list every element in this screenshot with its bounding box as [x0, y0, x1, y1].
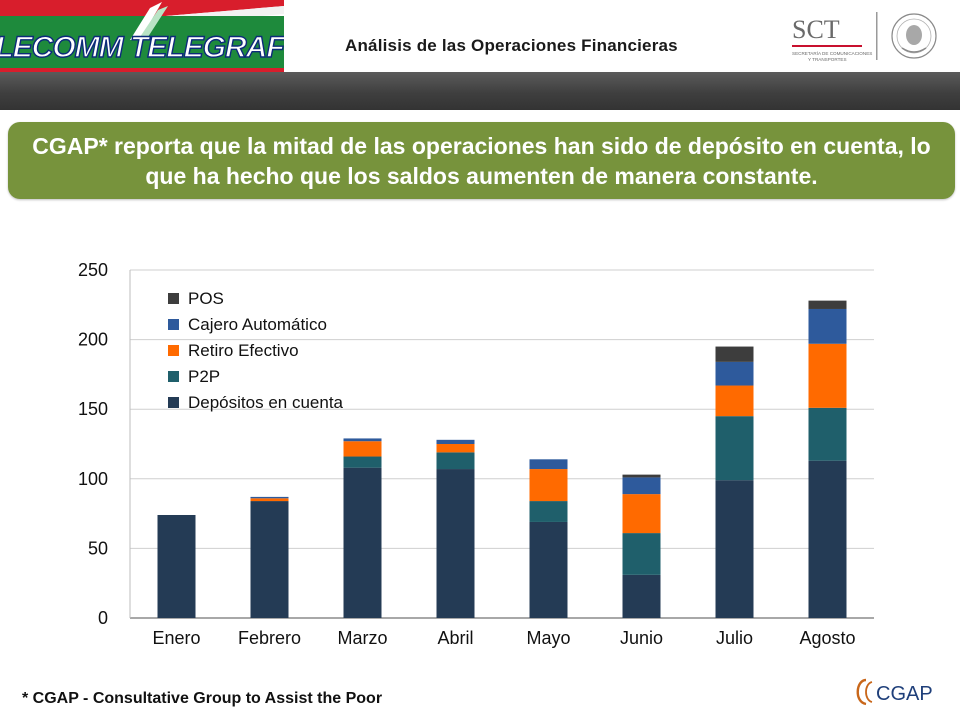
bar-segment	[529, 501, 568, 522]
bar-segment	[436, 452, 475, 470]
tick-labels: 0 50 100 150 200 250 Enero Febrero Marzo Abril May…	[78, 260, 856, 648]
legend-swatch	[168, 319, 179, 330]
bar-segment	[157, 514, 196, 618]
bar-segment	[622, 574, 661, 618]
bar-segment	[715, 361, 754, 386]
bar-segment	[622, 533, 661, 575]
bar-segment	[529, 521, 568, 618]
bar-segment	[436, 439, 475, 444]
y-tick-label: 50	[88, 538, 108, 558]
bar-segment	[808, 300, 847, 309]
bar-segment	[622, 477, 661, 495]
bar-segment	[808, 407, 847, 461]
cgap-logo: CGAP	[856, 678, 933, 706]
bar-segment	[808, 460, 847, 618]
x-tick-label: Enero	[152, 628, 200, 648]
legend-label: Retiro Efectivo	[188, 341, 299, 360]
y-tick-label: 150	[78, 399, 108, 419]
bar-segment	[250, 501, 289, 618]
bar-segment	[529, 469, 568, 502]
bar-segment	[715, 346, 754, 362]
bar-segment	[436, 469, 475, 618]
svg-text:CGAP: CGAP	[876, 683, 933, 705]
legend: POS Cajero Automático Retiro Efectivo P2P De…	[168, 289, 344, 412]
x-tick-label: Marzo	[337, 628, 387, 648]
bar-segment	[715, 480, 754, 618]
bar-segment	[343, 456, 382, 468]
x-tick-label: Julio	[716, 628, 753, 648]
x-tick-label: Febrero	[238, 628, 301, 648]
telecomm-telegrafos-logo: TELECOMM TELEGRAFOS	[0, 0, 284, 72]
legend-label: POS	[188, 289, 224, 308]
bar-segment	[250, 496, 289, 499]
x-tick-label: Junio	[620, 628, 663, 648]
legend-label: P2P	[188, 367, 220, 386]
svg-text:TELECOMM TELEGRAFOS: TELECOMM TELEGRAFOS	[0, 31, 284, 64]
legend-swatch	[168, 345, 179, 356]
bar-segment	[436, 444, 475, 453]
y-tick-label: 0	[98, 608, 108, 628]
footnote: * CGAP - Consultative Group to Assist th…	[22, 690, 383, 707]
bar-segment	[529, 459, 568, 470]
legend-label: Cajero Automático	[188, 315, 327, 334]
y-tick-label: 250	[78, 260, 108, 280]
bar-segment	[343, 438, 382, 442]
svg-text:SECRETARÍA DE COMUNICACIONES: SECRETARÍA DE COMUNICACIONES	[792, 50, 872, 56]
headline-text: CGAP* reporta que la mitad de las operac…	[32, 132, 931, 189]
stacked-bar-chart: 0 50 100 150 200 250 Enero Febrero Marzo Abril May…	[78, 260, 874, 648]
legend-swatch	[168, 293, 179, 304]
svg-text:SCT: SCT	[792, 15, 840, 44]
y-tick-label: 100	[78, 469, 108, 489]
legend-swatch	[168, 397, 179, 408]
bar-segment	[622, 494, 661, 534]
bar-segment	[343, 467, 382, 618]
bar-segment	[715, 385, 754, 417]
legend-swatch	[168, 371, 179, 382]
bars	[157, 300, 847, 618]
headline-banner: CGAP* reporta que la mitad de las operac…	[8, 122, 955, 199]
bar-segment	[343, 441, 382, 457]
bar-segment	[715, 416, 754, 481]
bar-segment	[622, 474, 661, 478]
legend-label: Depósitos en cuenta	[188, 393, 344, 412]
bar-segment	[808, 343, 847, 408]
x-tick-label: Mayo	[526, 628, 570, 648]
svg-text:Y TRANSPORTES: Y TRANSPORTES	[808, 57, 847, 62]
bar-segment	[808, 308, 847, 344]
header-divider-band	[0, 72, 960, 110]
sct-logo: SCT SECRETARÍA DE COMUNICACIONES Y TRANS…	[768, 4, 958, 68]
header-title: Análisis de las Operaciones Financieras	[345, 36, 678, 55]
coat-of-arms-icon	[891, 13, 937, 59]
bar-segment	[250, 498, 289, 502]
y-tick-label: 200	[78, 330, 108, 350]
header: TELECOMM TELEGRAFOS Análisis de las Oper…	[0, 0, 960, 72]
x-tick-label: Agosto	[799, 628, 855, 648]
x-tick-label: Abril	[437, 628, 473, 648]
